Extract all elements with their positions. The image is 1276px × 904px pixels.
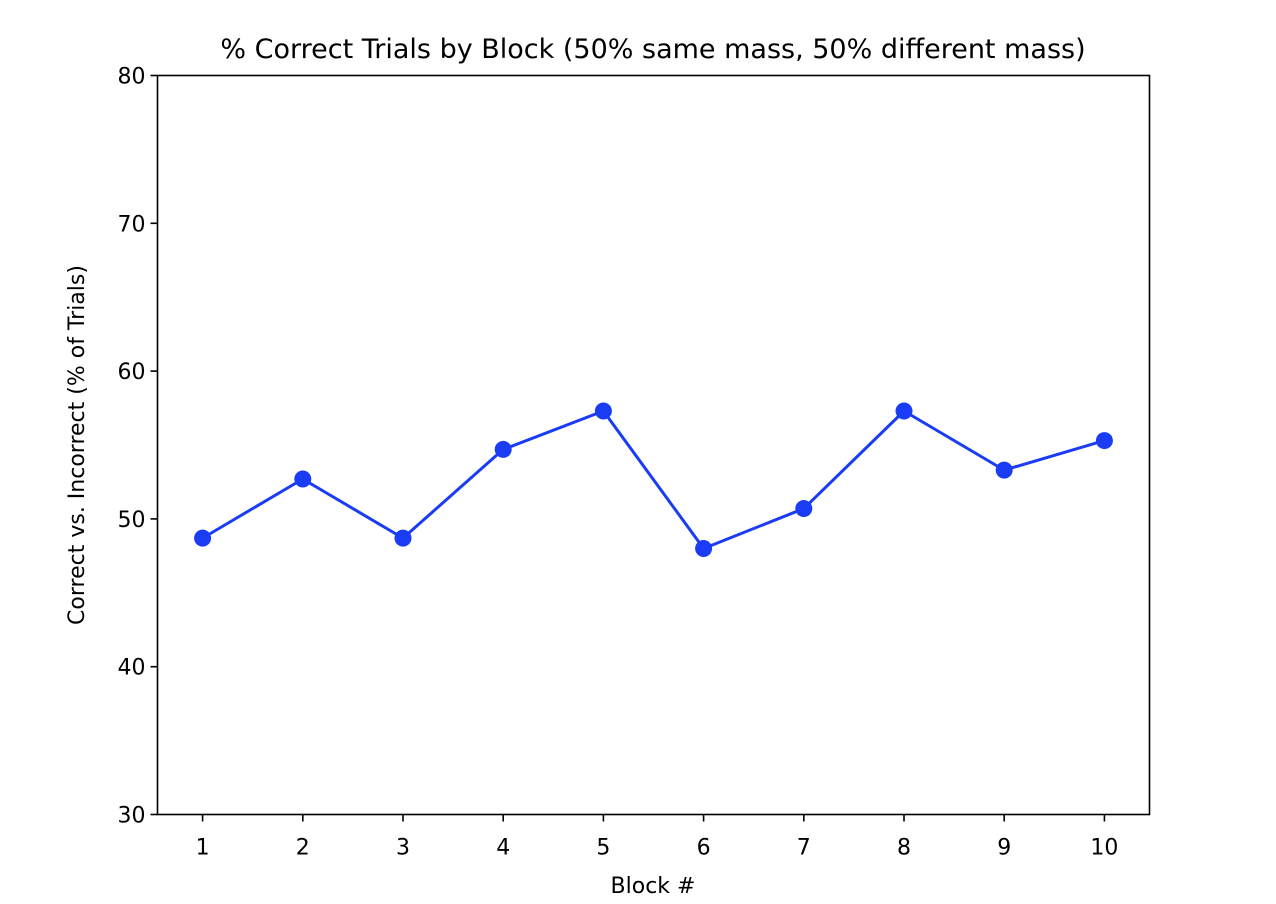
y-tick-label: 40 [118, 656, 146, 681]
x-tick-label: 5 [596, 836, 610, 861]
x-tick-label: 9 [997, 836, 1011, 861]
x-tick-label: 6 [697, 836, 711, 861]
plot-frame [156, 74, 1151, 816]
y-tick-label: 50 [118, 508, 146, 533]
chart-title: % Correct Trials by Block (50% same mass… [220, 34, 1085, 65]
data-point [494, 440, 512, 458]
x-tick-label: 2 [296, 836, 310, 861]
series-line [201, 409, 1105, 550]
x-tick-label: 4 [496, 836, 510, 861]
x-tick-label: 10 [1090, 836, 1118, 861]
x-tick-label: 3 [396, 836, 410, 861]
data-point [995, 461, 1013, 479]
data-point [1095, 432, 1113, 450]
y-tick-label: 60 [118, 360, 146, 385]
data-point [294, 470, 312, 488]
x-tick-label: 8 [897, 836, 911, 861]
x-tick-label: 1 [196, 836, 210, 861]
y-axis-label: Correct vs. Incorrect (% of Trials) [65, 265, 90, 625]
data-point [795, 500, 813, 518]
x-tick-label: 7 [797, 836, 811, 861]
y-axis: 30 40 50 60 70 80 [118, 65, 158, 829]
data-point [394, 529, 412, 547]
x-axis: 1 2 3 4 5 6 7 8 9 10 [196, 814, 1118, 861]
plot-area [194, 402, 1113, 557]
y-tick-label: 30 [118, 804, 146, 829]
data-point [194, 529, 212, 547]
y-tick-label: 80 [118, 65, 146, 90]
data-point [695, 539, 713, 557]
y-tick-label: 70 [118, 212, 146, 237]
data-point [594, 402, 612, 420]
x-axis-label: Block # [611, 874, 696, 899]
data-point [895, 402, 913, 420]
